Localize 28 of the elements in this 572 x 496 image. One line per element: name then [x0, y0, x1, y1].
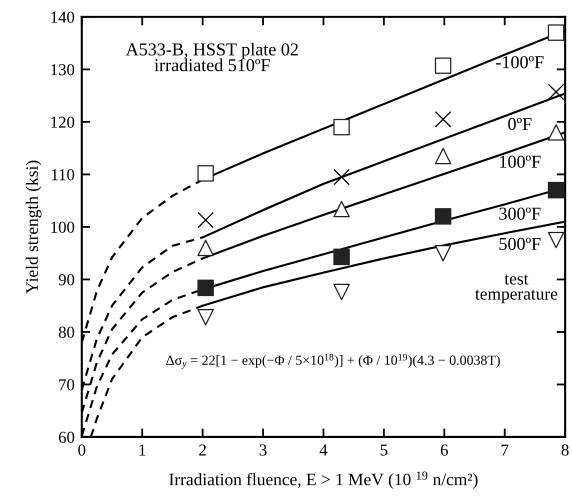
y-tick-label: 90: [58, 274, 74, 286]
series-label: 100ºF: [500, 156, 541, 168]
x-tick-label: 6: [440, 444, 448, 456]
annotation: test temperature: [475, 274, 558, 304]
y-tick-label: 70: [59, 379, 74, 390]
y-tick-label: 60: [58, 432, 74, 443]
y-axis-title: Yield strength (ksi): [26, 160, 42, 294]
x-tick-label: 3: [260, 444, 267, 456]
series-label: 300ºF: [499, 208, 541, 220]
x-tick-label: 8: [562, 444, 569, 456]
series-label: 500ºF: [500, 238, 541, 250]
y-tick-label: 80: [58, 326, 74, 338]
annotation: A533-B, HSST plate 02 irradiated 510ºF: [126, 42, 298, 72]
y-tick-label: 100: [51, 222, 74, 233]
x-tick-label: 7: [502, 444, 508, 456]
x-tick-label: 2: [199, 444, 206, 456]
x-tick-label: 0: [78, 444, 86, 456]
y-tick-label: 110: [52, 169, 74, 180]
x-tick-label: 5: [380, 444, 388, 456]
x-tick-label: 4: [320, 444, 328, 456]
x-axis-title: Irradiation fluence, E > 1 MeV (10 $^{19}$ n/cm²): [169, 472, 478, 489]
y-tick-label: 130: [51, 64, 74, 76]
y-tick-label: 120: [51, 116, 74, 128]
x-tick-label: 1: [140, 444, 146, 456]
legend-label: 0ºF: [508, 118, 532, 130]
annotation: Δσ$_{y}$ = 22[1 − exp(−Φ / 5×10$^{18}$)] + (Φ / 10$^{19}$)(4.3 − 0.0038T): [166, 354, 500, 369]
legend-label: -100ºF: [496, 56, 544, 68]
y-tick-label: 140: [51, 12, 74, 23]
